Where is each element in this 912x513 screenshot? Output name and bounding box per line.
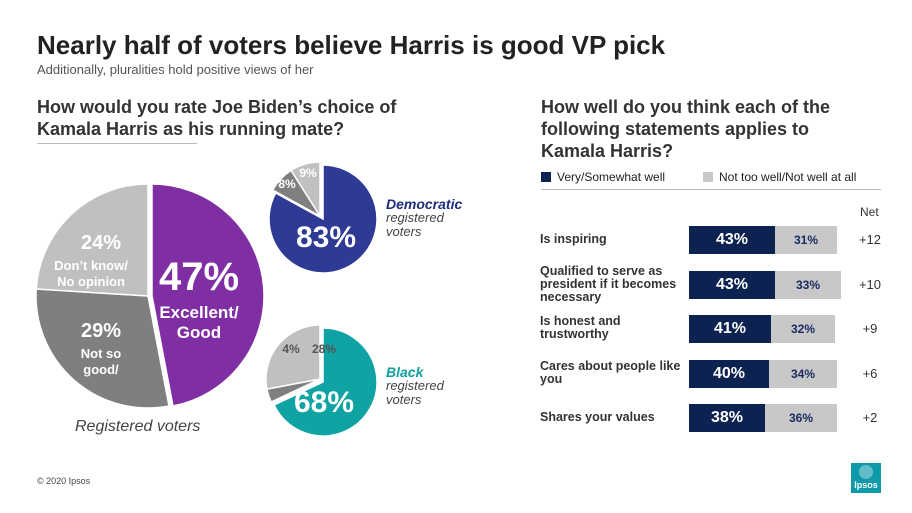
legend-negative: Not too well/Not well at all — [703, 170, 856, 184]
bar-very-somewhat-well: 38% — [689, 404, 765, 432]
net-value: +6 — [862, 366, 878, 381]
net-value: +10 — [858, 277, 882, 292]
bar-not-too-well: 31% — [775, 226, 837, 254]
bar-very-somewhat-well: 41% — [689, 315, 771, 343]
dem-pie-label-excellent: 83% — [296, 221, 356, 254]
bar-very-somewhat-well: 43% — [689, 226, 775, 254]
bar-very-somewhat-well: 40% — [689, 360, 769, 388]
democratic-group-sub: registered voters — [386, 210, 444, 239]
question-statements: How well do you think each of the follow… — [541, 97, 831, 161]
black-group-label: Black registered voters — [386, 365, 466, 407]
legend-negative-label: Not too well/Not well at all — [719, 170, 857, 184]
net-value: +9 — [862, 321, 878, 336]
net-header: Net — [860, 205, 879, 219]
ipsos-logo: Ipsos — [851, 463, 881, 493]
legend-positive: Very/Somewhat well — [541, 170, 665, 184]
pie-label-excellent-text-2: Good — [177, 323, 221, 342]
legend-positive-swatch — [541, 172, 551, 182]
bar-not-too-well: 32% — [771, 315, 835, 343]
black-pie-label-dontknow: 28% — [312, 342, 336, 356]
bar-row-label: Is honest and trustworthy — [540, 314, 621, 341]
bar-not-too-well: 36% — [765, 404, 837, 432]
pie-slice-not-so-good-poor — [35, 288, 170, 409]
pie-label-poor-text: Not so — [81, 346, 122, 361]
pie-caption: Registered voters — [75, 418, 201, 435]
legend-positive-label: Very/Somewhat well — [557, 170, 666, 184]
bar-very-somewhat-well: 43% — [689, 271, 775, 299]
democratic-group-label: Democratic registered voters — [386, 197, 466, 239]
logo-mark-icon — [859, 465, 873, 479]
question-rating: How would you rate Joe Biden’s choice of… — [37, 97, 397, 139]
page-subtitle: Additionally, pluralities hold positive … — [37, 62, 314, 77]
copyright: © 2020 Ipsos — [37, 476, 91, 486]
pie-label-poor-pct: 29% — [81, 320, 121, 342]
black-group-name: Black — [386, 364, 424, 380]
pie-slice-excellent-good — [151, 183, 265, 407]
black-group-sub: registered voters — [386, 378, 444, 407]
black-pie-label-poor: 4% — [282, 342, 300, 356]
dem-pie-slice-excellent — [268, 164, 378, 274]
dem-pie-slice-dontknow — [290, 161, 321, 219]
democratic-group-name: Democratic — [386, 196, 463, 212]
pie-label-dontknow-text-2: No opinion — [57, 274, 125, 289]
bar-row-label: Shares your values — [540, 409, 655, 424]
pie-label-dontknow-text: Don’t know/ — [54, 258, 128, 273]
pie-label-poor-text-2: good/ — [83, 362, 119, 377]
pie-label-excellent-text: Excellent/ — [159, 303, 239, 322]
bar-not-too-well: 33% — [775, 271, 841, 299]
net-value: +2 — [862, 410, 878, 425]
black-pie-label-excellent: 68% — [294, 386, 354, 419]
legend-divider — [541, 189, 881, 190]
question-divider — [37, 143, 197, 144]
legend-negative-swatch — [703, 172, 713, 182]
bar-row-label: Cares about people like you — [540, 359, 681, 386]
black-pie-slice-excellent — [273, 327, 378, 437]
pie-label-excellent-pct: 47% — [159, 255, 239, 299]
black-pie-slice-dontknow — [265, 324, 321, 390]
dem-pie-label-dontknow: 9% — [299, 166, 317, 180]
bar-not-too-well: 34% — [769, 360, 837, 388]
bar-row-label: Qualified to serve as president if it be… — [540, 263, 677, 304]
dem-pie-label-poor: 8% — [278, 177, 296, 191]
bar-row-label: Is inspiring — [540, 231, 607, 246]
pie-label-dontknow-pct: 24% — [81, 232, 121, 254]
net-value: +12 — [858, 232, 882, 247]
page-title: Nearly half of voters believe Harris is … — [37, 30, 666, 60]
pie-slice-dont-know — [35, 183, 149, 297]
